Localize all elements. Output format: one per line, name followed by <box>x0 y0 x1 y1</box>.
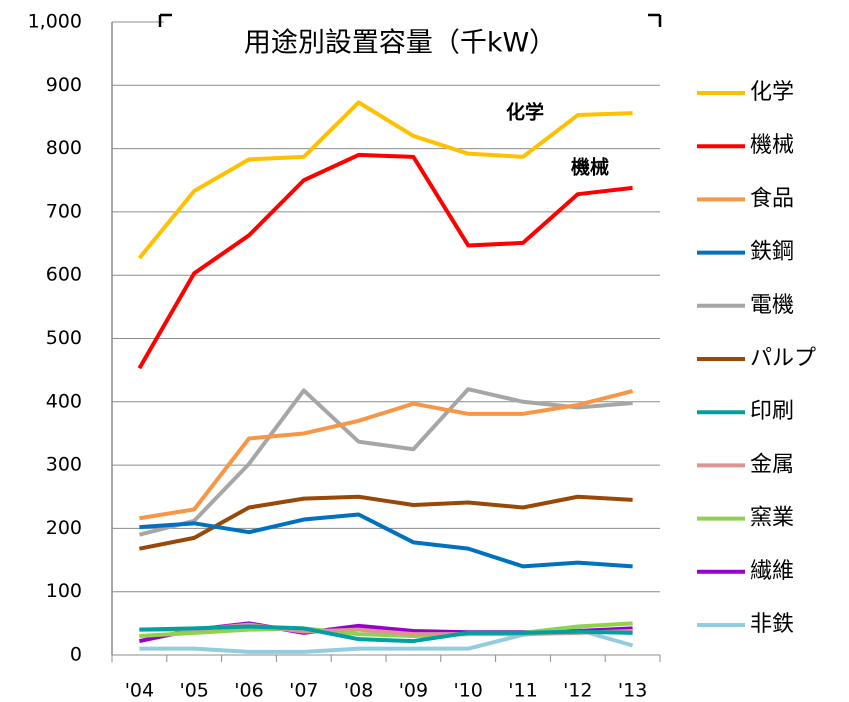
series-line <box>139 494 633 551</box>
series-line <box>137 152 633 370</box>
x-tick-label: '08 <box>344 680 373 702</box>
series-line <box>138 387 633 537</box>
series-line <box>139 389 634 521</box>
legend-label: パルプ <box>750 346 816 371</box>
legend-label: 繊維 <box>750 559 794 584</box>
annotation: 化学 <box>506 101 544 124</box>
x-tick-label: '13 <box>618 680 647 702</box>
y-tick-label: 1,000 <box>28 11 82 33</box>
legend-label: 機械 <box>750 133 794 158</box>
x-tick-label: '07 <box>289 680 318 702</box>
legend-label: 食品 <box>750 186 794 211</box>
y-tick-label: 200 <box>46 517 82 539</box>
y-tick-label: 400 <box>46 390 82 412</box>
series-line <box>137 100 633 260</box>
y-tick-label: 600 <box>46 264 82 286</box>
series-line <box>139 621 633 639</box>
annotation: 機械 <box>571 156 609 179</box>
x-tick-label: '04 <box>125 680 154 702</box>
x-tick-label: '10 <box>453 680 482 702</box>
y-tick-label: 0 <box>70 644 82 666</box>
y-tick-label: 800 <box>46 137 82 159</box>
series-line <box>139 624 633 644</box>
legend-label: 窯業 <box>750 506 794 531</box>
y-tick-label: 300 <box>46 454 82 476</box>
series-line <box>139 512 633 569</box>
title-box <box>164 12 658 70</box>
x-tick-label: '05 <box>179 680 208 702</box>
y-tick-label: 500 <box>46 327 82 349</box>
x-tick-label: '06 <box>234 680 263 702</box>
legend-label: 金属 <box>750 452 794 477</box>
y-tick-label: 900 <box>46 74 82 96</box>
title-corners <box>158 13 662 27</box>
x-tick-label: '09 <box>399 680 428 702</box>
legend-label: 非鉄 <box>750 612 794 637</box>
legend-label: 印刷 <box>750 399 794 424</box>
y-tick-label: 700 <box>46 200 82 222</box>
y-tick-label: 100 <box>46 580 82 602</box>
legend-label: 電機 <box>750 293 794 318</box>
legend-label: 鉄鋼 <box>750 240 794 265</box>
x-tick-label: '11 <box>508 680 537 702</box>
legend-label: 化学 <box>750 80 794 105</box>
chart-title: 用途別設置容量（千kW） <box>244 28 556 59</box>
lines <box>137 100 634 654</box>
x-tick-label: '12 <box>563 680 592 702</box>
